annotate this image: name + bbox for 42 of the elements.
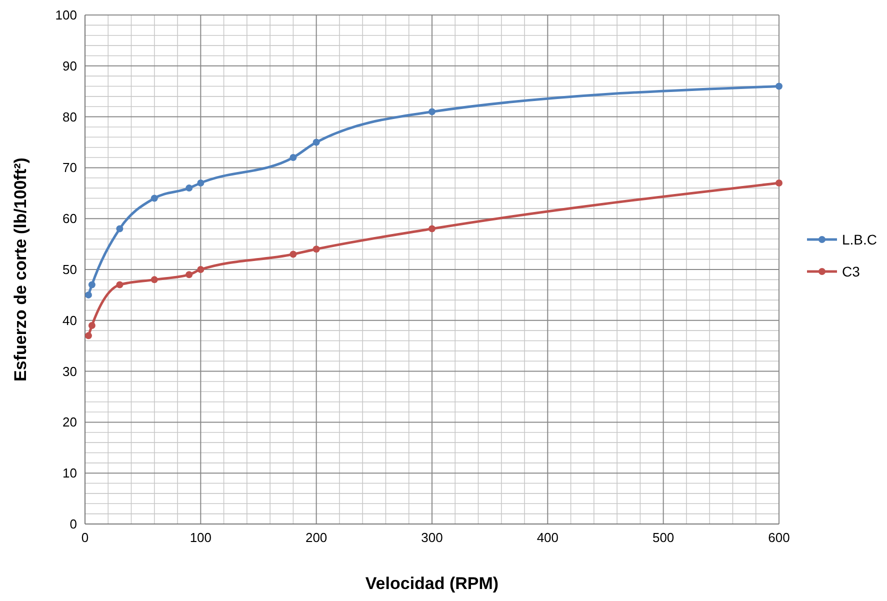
point <box>84 332 92 340</box>
x-tick-label: 300 <box>421 530 443 545</box>
y-axis-title: Esfuerzo de corte (lb/100ft²) <box>11 158 30 382</box>
x-tick-label: 600 <box>768 530 790 545</box>
y-tick-label: 80 <box>62 109 77 124</box>
y-tick-label: 60 <box>62 211 77 226</box>
y-tick-label: 50 <box>62 262 77 277</box>
point <box>428 108 436 116</box>
y-tick-label: 30 <box>62 364 77 379</box>
point <box>428 225 436 232</box>
x-tick-label: 0 <box>81 530 89 545</box>
legend-label: L.B.C <box>842 232 878 248</box>
y-tick-label: 70 <box>62 160 77 176</box>
y-tick-label: 10 <box>62 466 77 481</box>
x-tick-label: 500 <box>652 530 674 545</box>
point <box>150 276 158 284</box>
point <box>88 322 96 329</box>
point <box>290 154 297 162</box>
x-axis-title: Velocidad (RPM) <box>365 574 499 593</box>
y-tick-label: 20 <box>62 414 77 430</box>
legend-label: C3 <box>842 264 860 280</box>
point <box>150 194 158 202</box>
point <box>116 225 124 232</box>
point <box>312 138 320 146</box>
point <box>88 281 96 288</box>
y-tick-label: 100 <box>55 8 77 22</box>
point <box>312 246 320 253</box>
point <box>116 281 124 288</box>
y-tick-label: 0 <box>70 516 77 532</box>
point <box>197 266 204 273</box>
point <box>197 179 204 186</box>
point <box>186 271 193 278</box>
x-tick-label: 400 <box>536 530 559 545</box>
point <box>776 82 782 90</box>
y-tick-label: 90 <box>62 58 77 74</box>
point <box>84 291 92 298</box>
point <box>186 184 193 192</box>
point <box>776 179 782 186</box>
y-tick-label: 40 <box>62 312 77 328</box>
x-tick-label: 100 <box>190 530 212 545</box>
x-tick-label: 200 <box>305 530 328 545</box>
point <box>290 250 297 258</box>
